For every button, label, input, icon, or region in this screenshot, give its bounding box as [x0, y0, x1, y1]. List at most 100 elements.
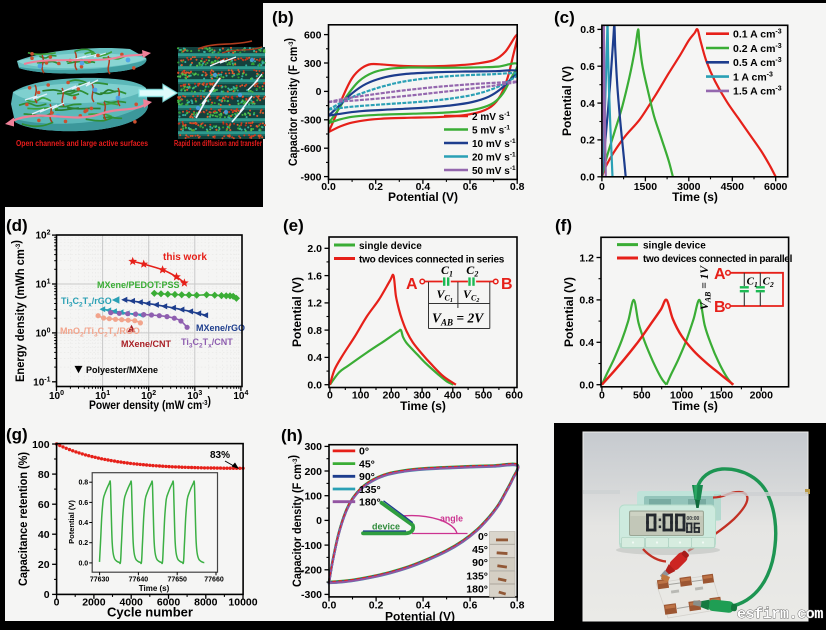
- svg-text:1500: 1500: [634, 181, 658, 193]
- svg-text:100: 100: [32, 439, 50, 451]
- svg-text:300: 300: [304, 441, 322, 453]
- svg-text:0.0: 0.0: [307, 380, 322, 392]
- svg-text:Potential (V): Potential (V): [385, 610, 455, 624]
- svg-text:Capacitance retention (%): Capacitance retention (%): [16, 452, 30, 586]
- svg-text:VAB = 2V: VAB = 2V: [432, 311, 484, 328]
- svg-text:6000: 6000: [764, 181, 788, 193]
- svg-text:0.8: 0.8: [78, 480, 88, 487]
- svg-text:20: 20: [38, 559, 50, 571]
- svg-text:0.4: 0.4: [307, 352, 322, 364]
- svg-text:MXene/CNT: MXene/CNT: [121, 339, 172, 349]
- svg-text:600: 600: [505, 390, 523, 402]
- svg-text:0: 0: [54, 597, 60, 609]
- svg-text:0.8: 0.8: [307, 325, 322, 337]
- svg-text:200: 200: [383, 390, 401, 402]
- svg-text:0.4: 0.4: [416, 181, 431, 193]
- svg-text:180°: 180°: [359, 497, 381, 509]
- svg-text:0°: 0°: [478, 531, 488, 543]
- svg-text:Cycle number: Cycle number: [107, 605, 193, 620]
- svg-text:1.2: 1.2: [579, 252, 594, 264]
- svg-text:0: 0: [327, 390, 333, 402]
- svg-text:200: 200: [304, 466, 322, 478]
- svg-text:10000: 10000: [228, 597, 257, 609]
- svg-text:10 mV s-1: 10 mV s-1: [472, 138, 516, 150]
- svg-text:135°: 135°: [466, 570, 488, 582]
- svg-text:-600: -600: [300, 143, 321, 155]
- svg-text:Capacitor density (F cm-3): Capacitor density (F cm-3): [288, 455, 304, 587]
- svg-text:Time (s): Time (s): [672, 190, 718, 204]
- svg-text:0.8: 0.8: [580, 24, 595, 36]
- svg-text:single device: single device: [359, 241, 422, 252]
- svg-text:A: A: [406, 276, 418, 293]
- svg-text:100: 100: [352, 390, 370, 402]
- svg-text:0.8: 0.8: [579, 295, 594, 307]
- svg-text:0.4: 0.4: [579, 337, 594, 349]
- svg-text:0.6: 0.6: [463, 181, 478, 193]
- svg-text:Potential (V): Potential (V): [560, 66, 574, 136]
- svg-text:500: 500: [633, 390, 651, 402]
- svg-text:Time (s): Time (s): [672, 399, 718, 413]
- svg-text:180°: 180°: [466, 584, 488, 596]
- svg-text:Potential (V): Potential (V): [67, 500, 76, 544]
- svg-text:0.0: 0.0: [78, 560, 88, 567]
- svg-text:Capacitor density (F cm-3): Capacitor density (F cm-3): [284, 38, 300, 166]
- svg-text:0.5 A cm-3: 0.5 A cm-3: [733, 57, 782, 69]
- svg-text:-200: -200: [301, 565, 322, 577]
- svg-text:0.4: 0.4: [416, 600, 431, 612]
- svg-text:Potential (V): Potential (V): [388, 190, 458, 204]
- svg-text:77660: 77660: [204, 577, 224, 584]
- svg-text:(e): (e): [283, 216, 304, 235]
- svg-text:single device: single device: [643, 240, 706, 251]
- svg-text:45°: 45°: [359, 458, 375, 470]
- svg-text:1.6: 1.6: [307, 270, 322, 282]
- svg-text:40: 40: [38, 529, 50, 541]
- svg-text:0: 0: [316, 86, 322, 98]
- svg-text:MXene/rGO: MXene/rGO: [196, 323, 245, 333]
- svg-text:0.0: 0.0: [321, 181, 336, 193]
- svg-text:0.2: 0.2: [368, 181, 383, 193]
- svg-text:4500: 4500: [721, 181, 745, 193]
- svg-text:C2: C2: [763, 276, 774, 289]
- svg-text:20 mV s-1: 20 mV s-1: [472, 151, 516, 163]
- svg-text:(c): (c): [554, 8, 575, 27]
- svg-text:B: B: [714, 299, 726, 316]
- svg-text:A: A: [714, 266, 726, 283]
- svg-text:0.4: 0.4: [580, 98, 595, 110]
- svg-text:esfirm.com: esfirm.com: [737, 606, 823, 623]
- svg-text:Polyester/MXene: Polyester/MXene: [86, 365, 158, 375]
- svg-text:300: 300: [413, 390, 431, 402]
- svg-text:90°: 90°: [472, 557, 488, 569]
- svg-text:0.6: 0.6: [580, 61, 595, 73]
- svg-text:0.2: 0.2: [78, 540, 88, 547]
- svg-text:80: 80: [38, 469, 50, 481]
- svg-text:1.5 A cm-3: 1.5 A cm-3: [733, 86, 782, 98]
- svg-text:(g): (g): [6, 425, 28, 444]
- svg-text:300: 300: [304, 58, 322, 70]
- svg-text:1500: 1500: [710, 390, 734, 402]
- svg-text:0.8: 0.8: [510, 600, 525, 612]
- svg-text:Potential (V): Potential (V): [562, 277, 576, 347]
- svg-text:-900: -900: [300, 171, 321, 183]
- svg-text:0.0: 0.0: [579, 380, 594, 392]
- svg-text:77630: 77630: [90, 577, 110, 584]
- svg-text:Rapid ion diffusion and transf: Rapid ion diffusion and transfer: [174, 139, 262, 148]
- svg-text:0°: 0°: [359, 446, 369, 458]
- svg-text:MXene/PEDOT:PSS: MXene/PEDOT:PSS: [97, 280, 180, 290]
- svg-text:2000: 2000: [750, 390, 774, 402]
- svg-text:400: 400: [444, 390, 462, 402]
- svg-text:60: 60: [38, 499, 50, 511]
- svg-text:1.2: 1.2: [307, 298, 322, 310]
- svg-text:500: 500: [475, 390, 493, 402]
- svg-text:Open channels and large active: Open channels and large active surfaces: [16, 139, 148, 148]
- svg-text:0.6: 0.6: [463, 600, 478, 612]
- svg-text:45°: 45°: [472, 544, 488, 556]
- svg-text:two devices connected in serie: two devices connected in series: [359, 254, 505, 265]
- svg-text:-300: -300: [301, 589, 322, 601]
- svg-text:-100: -100: [301, 540, 322, 552]
- svg-text:Potential (V): Potential (V): [290, 277, 304, 347]
- svg-text:Time (s): Time (s): [400, 399, 446, 413]
- svg-text:MnO2/Ti3C2Tx/RGO: MnO2/Ti3C2Tx/RGO: [60, 326, 140, 339]
- svg-text:0.4: 0.4: [78, 520, 88, 527]
- svg-text:2000: 2000: [82, 597, 106, 609]
- svg-text:Energy density (mWh cm-3): Energy density (mWh cm-3): [11, 240, 27, 382]
